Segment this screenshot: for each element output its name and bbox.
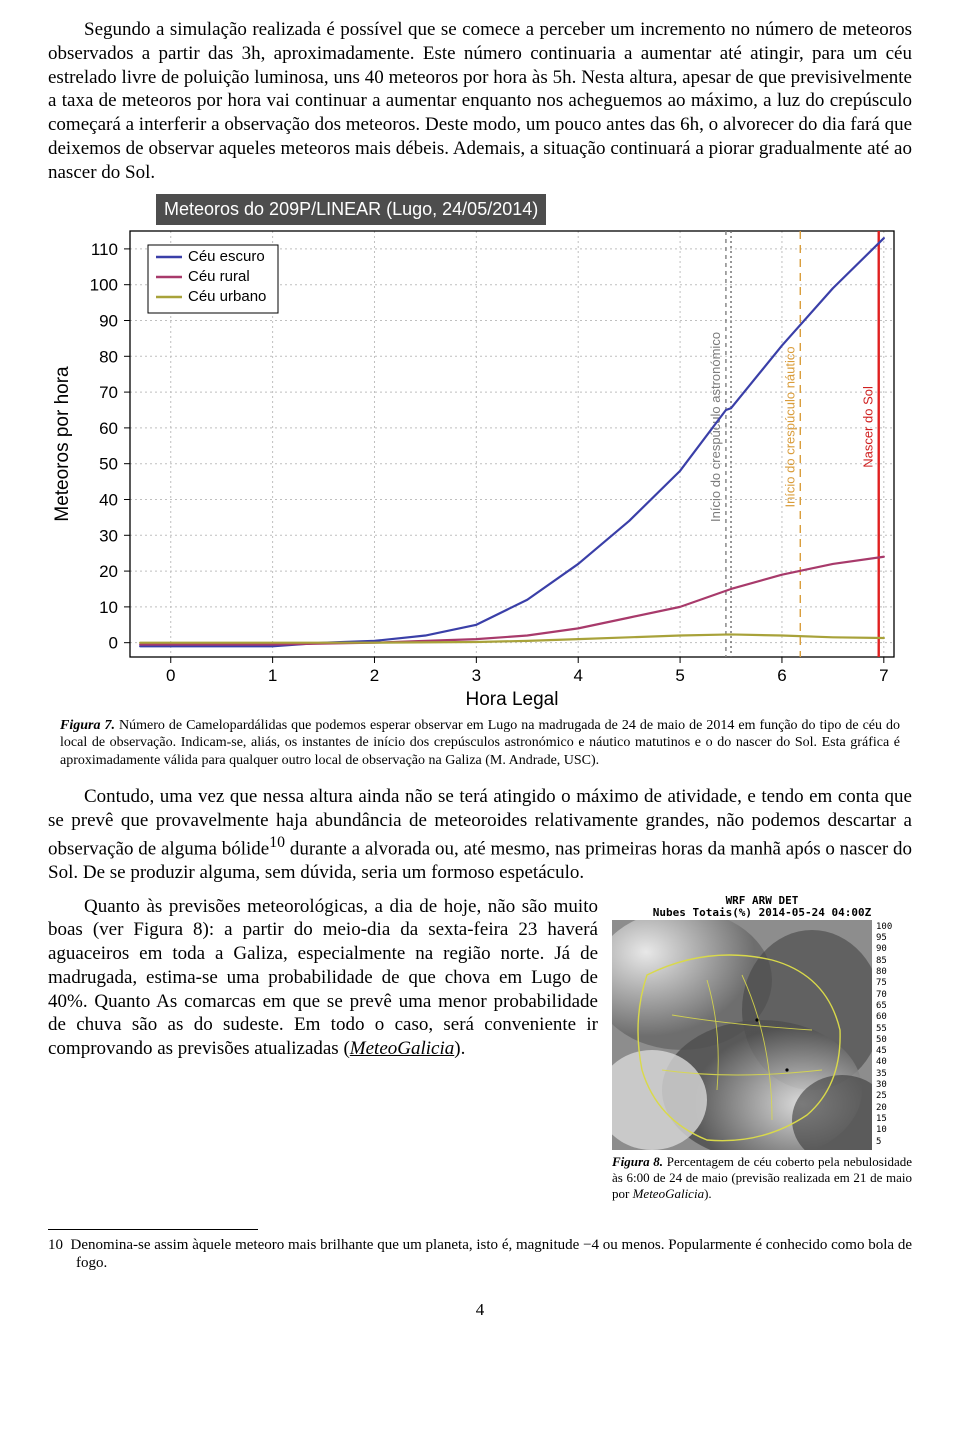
footnote-ref-10: 10 bbox=[269, 834, 285, 851]
svg-text:4: 4 bbox=[573, 666, 582, 685]
paragraph-weather: Quanto às previsões meteorológicas, a di… bbox=[48, 895, 598, 1061]
colorbar-tick: 15 bbox=[876, 1114, 912, 1125]
colorbar-tick: 75 bbox=[876, 978, 912, 989]
colorbar-tick: 10 bbox=[876, 1125, 912, 1136]
svg-text:6: 6 bbox=[777, 666, 786, 685]
colorbar-tick: 70 bbox=[876, 990, 912, 1001]
svg-text:Início do crespúculo astronómi: Início do crespúculo astronómico bbox=[708, 332, 723, 522]
svg-text:110: 110 bbox=[91, 240, 118, 259]
colorbar-tick: 20 bbox=[876, 1103, 912, 1114]
footnote-10: 10 Denomina-se assim àquele meteoro mais… bbox=[48, 1236, 912, 1274]
page-number: 4 bbox=[48, 1299, 912, 1320]
chart-title-bar: Meteoros do 209P/LINEAR (Lugo, 24/05/201… bbox=[156, 194, 546, 225]
svg-text:3: 3 bbox=[472, 666, 481, 685]
svg-text:60: 60 bbox=[99, 419, 118, 438]
svg-text:0: 0 bbox=[166, 666, 175, 685]
svg-text:70: 70 bbox=[99, 383, 118, 402]
colorbar-tick: 25 bbox=[876, 1091, 912, 1102]
figure7-caption: Figura 7. Número de Camelopardálidas que… bbox=[60, 717, 900, 770]
svg-text:Início do crespúculo náutico: Início do crespúculo náutico bbox=[782, 346, 797, 507]
row-weather: Quanto às previsões meteorológicas, a di… bbox=[48, 895, 912, 1203]
svg-text:5: 5 bbox=[675, 666, 684, 685]
svg-text:Nascer do Sol: Nascer do Sol bbox=[861, 386, 876, 468]
paragraph-intro: Segundo a simulação realizada é possível… bbox=[48, 18, 912, 184]
svg-text:Céu urbano: Céu urbano bbox=[188, 288, 266, 305]
svg-text:10: 10 bbox=[99, 598, 118, 617]
svg-text:20: 20 bbox=[99, 562, 118, 581]
svg-text:7: 7 bbox=[879, 666, 888, 685]
p3-part-a: Quanto às previsões meteorológicas, a di… bbox=[48, 896, 598, 1060]
svg-text:1: 1 bbox=[268, 666, 277, 685]
footnote-text: Denomina-se assim àquele meteoro mais br… bbox=[71, 1237, 912, 1272]
figure8-tag: Figura 8. bbox=[612, 1154, 663, 1169]
svg-text:Meteoros por hora: Meteoros por hora bbox=[52, 366, 73, 522]
weather-colorbar: 1009590858075706560555045403530252015105 bbox=[872, 920, 912, 1150]
svg-text:40: 40 bbox=[99, 490, 118, 509]
svg-text:0: 0 bbox=[109, 633, 118, 652]
colorbar-tick: 45 bbox=[876, 1046, 912, 1057]
svg-text:50: 50 bbox=[99, 454, 118, 473]
weather-map bbox=[612, 920, 872, 1150]
meteogalicia-link[interactable]: MeteoGalicia bbox=[350, 1038, 454, 1059]
svg-text:Céu rural: Céu rural bbox=[188, 268, 250, 285]
wx-line2: Nubes Totais(%) 2014-05-24 04:00Z bbox=[612, 907, 912, 920]
colorbar-tick: 65 bbox=[876, 1001, 912, 1012]
figure7-text: Número de Camelopardálidas que podemos e… bbox=[60, 718, 900, 768]
svg-text:80: 80 bbox=[99, 347, 118, 366]
paragraph-bolide: Contudo, uma vez que nessa altura ainda … bbox=[48, 785, 912, 884]
colorbar-tick: 95 bbox=[876, 933, 912, 944]
colorbar-tick: 85 bbox=[876, 956, 912, 967]
svg-text:90: 90 bbox=[99, 311, 118, 330]
colorbar-tick: 55 bbox=[876, 1024, 912, 1035]
colorbar-tick: 100 bbox=[876, 922, 912, 933]
weather-map-svg bbox=[612, 920, 872, 1150]
svg-text:2: 2 bbox=[370, 666, 379, 685]
colorbar-tick: 40 bbox=[876, 1057, 912, 1068]
colorbar-tick: 90 bbox=[876, 944, 912, 955]
colorbar-tick: 35 bbox=[876, 1069, 912, 1080]
p3-part-b: ). bbox=[454, 1038, 465, 1059]
figure8-caption: Figura 8. Percentagem de céu coberto pel… bbox=[612, 1154, 912, 1203]
svg-text:100: 100 bbox=[90, 275, 118, 294]
colorbar-tick: 50 bbox=[876, 1035, 912, 1046]
svg-text:Céu escuro: Céu escuro bbox=[188, 248, 265, 265]
footnote-num: 10 bbox=[48, 1237, 63, 1253]
wx-title: WRF ARW DET Nubes Totais(%) 2014-05-24 0… bbox=[612, 895, 912, 920]
chart-container: Meteoros do 209P/LINEAR (Lugo, 24/05/201… bbox=[48, 194, 912, 713]
meteor-chart: 012345670102030405060708090100110Início … bbox=[48, 223, 908, 713]
colorbar-tick: 5 bbox=[876, 1137, 912, 1148]
svg-text:Hora Legal: Hora Legal bbox=[466, 689, 559, 710]
footnote-separator bbox=[48, 1229, 258, 1230]
colorbar-tick: 60 bbox=[876, 1012, 912, 1023]
figure8-container: WRF ARW DET Nubes Totais(%) 2014-05-24 0… bbox=[612, 895, 912, 1203]
svg-text:30: 30 bbox=[99, 526, 118, 545]
colorbar-tick: 80 bbox=[876, 967, 912, 978]
figure7-tag: Figura 7. bbox=[60, 718, 115, 733]
colorbar-tick: 30 bbox=[876, 1080, 912, 1091]
